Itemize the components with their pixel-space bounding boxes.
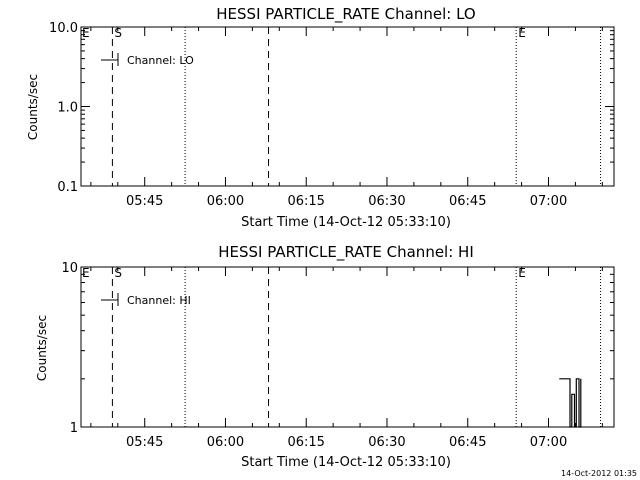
hi-x-tick-label: 06:00 <box>207 435 244 450</box>
hi-y-tick-label: 10 <box>61 261 78 276</box>
lo-y-axis-label: Counts/sec <box>26 74 40 140</box>
lo-x-tick-label: 06:00 <box>207 194 244 209</box>
lo-x-tick-label: 05:45 <box>126 194 163 209</box>
hi-x-axis-label: Start Time (14-Oct-12 05:33:10) <box>241 455 451 470</box>
hi-edge-label: E <box>82 266 90 280</box>
lo-y-tick-label: 10.0 <box>49 21 78 36</box>
hi-marker-label: S <box>114 266 122 280</box>
hi-x-tick-label: 05:45 <box>126 435 163 450</box>
lo-x-tick-label: 06:45 <box>449 194 486 209</box>
hi-x-tick-label: 07:00 <box>530 435 567 450</box>
hi-plot-frame <box>80 266 615 428</box>
hi-y-axis-label: Counts/sec <box>35 315 49 381</box>
lo-x-tick-label: 07:00 <box>530 194 567 209</box>
hi-x-tick-label: 06:30 <box>368 435 405 450</box>
lo-x-tick-label: 06:15 <box>287 194 324 209</box>
lo-y-tick-label: 1.0 <box>57 101 78 116</box>
hi-legend-label: Channel: HI <box>127 294 191 307</box>
lo-x-tick-label: 06:30 <box>368 194 405 209</box>
lo-x-axis-label: Start Time (14-Oct-12 05:33:10) <box>241 215 451 230</box>
lo-marker-label: E <box>518 26 526 40</box>
lo-plot-frame <box>80 26 615 187</box>
lo-channel-panel: HESSI PARTICLE_RATE Channel: LO Counts/s… <box>26 5 615 230</box>
hi-series-line <box>559 378 582 428</box>
hi-channel-panel: HESSI PARTICLE_RATE Channel: HI Counts/s… <box>35 243 615 470</box>
footer-timestamp: 14-Oct-2012 01:35 <box>561 469 637 478</box>
lo-y-tick-label: 0.1 <box>57 180 78 195</box>
lo-chart-title: HESSI PARTICLE_RATE Channel: LO <box>216 5 475 24</box>
lo-marker-label: S <box>114 26 122 40</box>
lo-legend-label: Channel: LO <box>127 54 194 67</box>
hi-y-tick-label: 1 <box>70 421 78 436</box>
hi-x-tick-label: 06:15 <box>287 435 324 450</box>
hi-chart-title: HESSI PARTICLE_RATE Channel: HI <box>218 243 474 262</box>
hi-marker-label: E <box>518 266 526 280</box>
lo-edge-label: E <box>82 26 90 40</box>
hi-x-tick-label: 06:45 <box>449 435 486 450</box>
